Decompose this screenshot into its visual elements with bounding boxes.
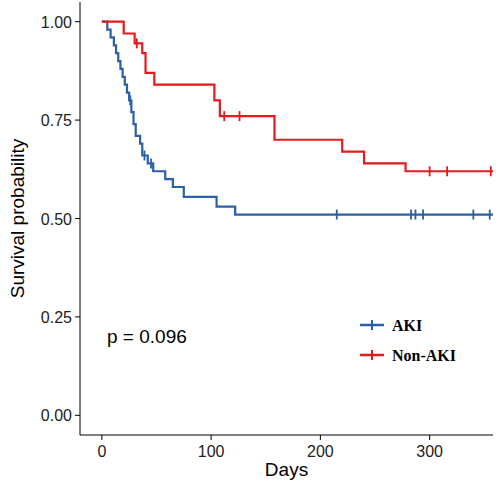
- censor-mark: [446, 166, 448, 176]
- x-tick: [101, 435, 102, 440]
- y-tick-label: 1.00: [41, 14, 72, 31]
- y-tick: [75, 21, 80, 22]
- censor-mark: [422, 210, 424, 220]
- y-tick-label: 0.25: [41, 309, 72, 326]
- censor-mark: [150, 158, 152, 168]
- x-tick-label: 200: [307, 443, 334, 460]
- y-tick: [75, 120, 80, 121]
- censor-mark: [472, 210, 474, 220]
- censor-mark: [489, 210, 491, 220]
- censor-mark: [239, 111, 241, 121]
- legend-label: Non-AKI: [392, 347, 456, 364]
- censor-mark: [129, 95, 131, 105]
- censor-mark: [223, 111, 225, 121]
- y-tick: [75, 316, 80, 317]
- x-axis: [80, 435, 493, 436]
- censor-mark: [429, 166, 431, 176]
- y-tick-label: 0.75: [41, 112, 72, 129]
- y-tick: [75, 415, 80, 416]
- x-axis-label: Days: [265, 459, 308, 480]
- x-tick: [429, 435, 430, 440]
- y-tick: [75, 218, 80, 219]
- censor-mark: [136, 38, 138, 48]
- x-tick: [211, 435, 212, 440]
- x-tick: [320, 435, 321, 440]
- censor-mark: [490, 166, 492, 176]
- plot-area: [102, 22, 493, 220]
- annotation: p = 0.096: [107, 326, 187, 347]
- censor-mark: [336, 210, 338, 220]
- y-tick-label: 0.00: [41, 407, 72, 424]
- y-tick-label: 0.50: [41, 211, 72, 228]
- survival-curve: [102, 22, 493, 172]
- x-tick-label: 300: [416, 443, 443, 460]
- y-axis-label: Survival probability: [7, 138, 28, 298]
- censor-mark: [415, 210, 417, 220]
- censor-mark: [410, 210, 412, 220]
- x-tick-label: 0: [97, 443, 106, 460]
- x-tick-label: 100: [198, 443, 225, 460]
- legend-label: AKI: [392, 317, 422, 334]
- legend-tick: [371, 320, 373, 330]
- legend-tick: [371, 350, 373, 360]
- survival-curve: [102, 22, 493, 215]
- chart: 0.00 0.25 0.50 0.75 1.00 0 100 200 300 Days Surviv…: [0, 0, 496, 487]
- censor-mark: [144, 151, 146, 161]
